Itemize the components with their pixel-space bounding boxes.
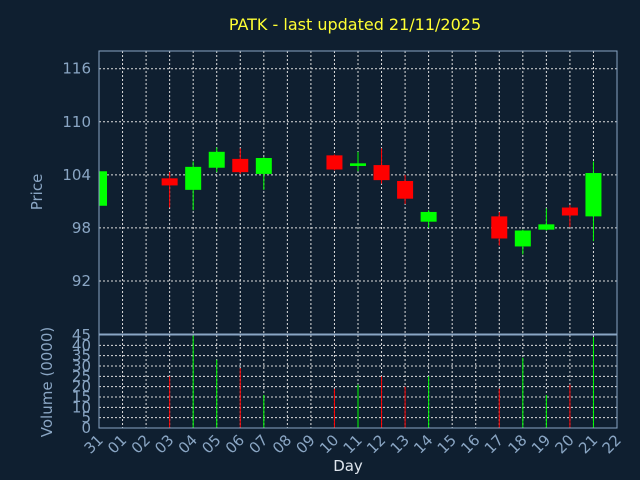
day-tick-label: 11 [340, 431, 366, 457]
day-tick-label: 19 [528, 431, 554, 457]
day-tick-label: 20 [552, 431, 578, 457]
day-tick-label: 17 [481, 431, 507, 457]
candle-up [185, 166, 202, 190]
volume-tick-label: 40 [72, 336, 91, 354]
candle-down [161, 178, 178, 186]
volume-tick-label: 25 [72, 367, 91, 385]
day-tick-label: 06 [222, 431, 248, 457]
candle-up [208, 151, 225, 168]
candle-up [350, 163, 366, 166]
price-candles [98, 147, 602, 255]
day-tick-label: 15 [434, 431, 460, 457]
day-tick-label: 22 [599, 431, 625, 457]
day-tick-label: 10 [316, 431, 342, 457]
day-tick-label: 14 [410, 431, 436, 457]
day-tick-label: 07 [245, 431, 271, 457]
candle-down [561, 207, 578, 216]
day-tick-label: 21 [575, 431, 601, 457]
price-tick-label: 92 [72, 272, 91, 290]
price-tick-label: 110 [62, 113, 91, 131]
candle-up [585, 173, 602, 217]
candle-down [326, 155, 343, 170]
price-tick-label: 116 [62, 60, 91, 78]
candle-up [538, 224, 555, 230]
volume-tick-label: 5 [81, 409, 91, 427]
price-tick-label: 104 [62, 166, 91, 184]
volume-tick-label: 15 [72, 388, 91, 406]
candle-down [232, 158, 249, 173]
volume-tick-label: 45 [72, 326, 91, 344]
x-axis-label: Day [333, 457, 363, 475]
day-axis-ticks: 3101020304050607080910111213141516171819… [81, 431, 625, 457]
price-tick-label: 98 [72, 219, 91, 237]
volume-tick-label: 0 [81, 419, 91, 437]
day-tick-label: 08 [269, 431, 295, 457]
candle-down [491, 216, 508, 239]
chart-title: PATK - last updated 21/11/2025 [229, 15, 481, 34]
day-tick-label: 18 [504, 431, 530, 457]
volume-tick-label: 10 [72, 398, 91, 416]
candle-up [255, 158, 272, 174]
day-tick-label: 05 [198, 431, 224, 457]
price-axis-label: Price [28, 174, 46, 211]
price-axis-ticks: 92 98 104 110 116 [62, 60, 91, 290]
day-tick-label: 01 [104, 431, 130, 457]
day-tick-label: 13 [387, 431, 413, 457]
candle-down [373, 165, 390, 181]
day-tick-label: 12 [363, 431, 389, 457]
candle-up [420, 211, 437, 222]
day-tick-label: 04 [175, 431, 201, 457]
volume-tick-label: 35 [72, 347, 91, 365]
volume-plot-frame [98, 334, 618, 429]
volume-tick-label: 30 [72, 357, 91, 375]
volume-axis-label: Volume (0000) [38, 327, 56, 437]
candle-up [514, 230, 531, 247]
day-tick-label: 02 [128, 431, 154, 457]
price-plot-frame [98, 50, 618, 335]
price-gridlines [98, 51, 618, 334]
candle-up [99, 171, 107, 206]
day-tick-label: 03 [151, 431, 177, 457]
candle-down [397, 181, 414, 199]
volume-bars [169, 335, 594, 428]
day-tick-label: 16 [457, 431, 483, 457]
day-tick-label: 09 [293, 431, 319, 457]
volume-tick-label: 20 [72, 378, 91, 396]
